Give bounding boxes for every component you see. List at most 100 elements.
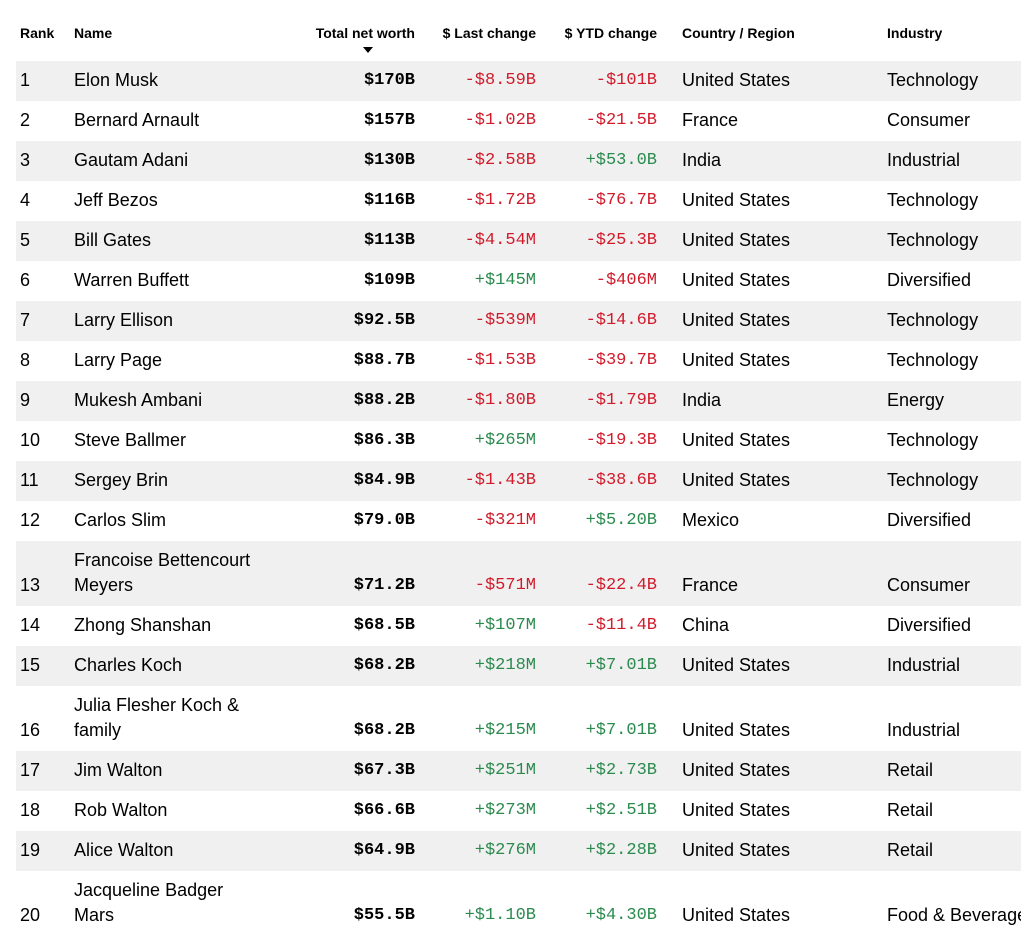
name: Jeff Bezos <box>74 190 158 210</box>
country: India <box>661 141 883 181</box>
rank: 1 <box>16 61 70 101</box>
country: United States <box>682 905 791 925</box>
name: Larry Page <box>74 350 163 370</box>
country: United States <box>661 61 883 101</box>
industry: Food & Beverage <box>887 905 1021 925</box>
ytd-change: -$21.5B <box>585 111 657 130</box>
rank: 9 <box>16 381 70 421</box>
ytd-change: -$101B <box>540 61 661 101</box>
country: United States <box>682 430 791 450</box>
name: Warren Buffett <box>74 270 190 290</box>
last-change: -$1.02B <box>464 111 536 130</box>
industry: Technology <box>887 430 979 450</box>
rank: 6 <box>20 270 31 290</box>
name: Zhong Shanshan <box>74 615 212 635</box>
rank: 7 <box>16 301 70 341</box>
net-worth: $86.3B <box>353 431 415 450</box>
rank: 17 <box>16 751 70 791</box>
table-row: 2 Bernard Arnault $157B -$1.02B -$21.5B Franc… <box>16 101 1021 141</box>
ytd-change: +$2.28B <box>540 831 661 871</box>
last-change: -$1.72B <box>464 191 536 210</box>
table-row: 11 Sergey Brin $84.9B -$1.43B -$38.6B United … <box>16 461 1021 501</box>
country: United States <box>682 800 791 820</box>
country: United States <box>661 751 883 791</box>
table-row: 4 Jeff Bezos $116B -$1.72B -$76.7B United Sta… <box>16 181 1021 221</box>
country: United States <box>682 350 791 370</box>
country: United States <box>661 301 883 341</box>
ytd-change: +$2.51B <box>585 801 657 820</box>
column-header[interactable]: $ YTD change <box>564 25 657 41</box>
column-header[interactable]: Rank <box>20 25 55 41</box>
net-worth: $68.5B <box>353 616 415 635</box>
table-row: 16 Julia Flesher Koch & family $68.2B +$215… <box>16 686 1021 751</box>
ytd-change: -$406M <box>595 271 657 290</box>
name: Jim Walton <box>70 751 290 791</box>
net-worth: $92.5B <box>290 301 419 341</box>
name: Sergey Brin <box>70 461 290 501</box>
industry: Retail <box>887 800 934 820</box>
last-change: -$2.58B <box>419 141 540 181</box>
ytd-change: +$5.20B <box>585 511 657 530</box>
last-change: -$1.80B <box>419 381 540 421</box>
rank: 19 <box>16 831 70 871</box>
table-row: 13 Francoise Bettencourt Meyers $71.2B -$57… <box>16 541 1021 606</box>
column-header[interactable]: Country / Region <box>682 25 795 41</box>
country: Mexico <box>682 510 740 530</box>
column-header[interactable]: Name <box>74 25 113 41</box>
rank: 5 <box>16 221 70 261</box>
last-change: -$1.53B <box>464 351 536 370</box>
last-change: +$273M <box>474 801 536 820</box>
rank: 16 <box>20 720 41 740</box>
name: Larry Ellison <box>70 301 290 341</box>
net-worth: $67.3B <box>290 751 419 791</box>
name: Gautam Adani <box>70 141 290 181</box>
name: Jacqueline Badger Mars <box>74 880 224 925</box>
name: Bill Gates <box>70 221 290 261</box>
rank: 12 <box>20 510 41 530</box>
column-header[interactable]: Total net worth <box>290 0 419 61</box>
column-header[interactable]: Industry <box>887 25 943 41</box>
net-worth: $170B <box>290 61 419 101</box>
last-change: +$1.10B <box>464 906 536 925</box>
ytd-change: +$7.01B <box>585 721 657 740</box>
table-row: 20 Jacqueline Badger Mars $55.5B +$1.10B +$4… <box>16 871 1021 936</box>
industry: Diversified <box>887 615 972 635</box>
rank: 14 <box>20 615 41 635</box>
country: India <box>661 381 883 421</box>
ytd-change: -$1.79B <box>540 381 661 421</box>
industry: Technology <box>883 461 1021 501</box>
industry: Consumer <box>883 541 1021 606</box>
last-change: -$1.43B <box>419 461 540 501</box>
net-worth: $64.9B <box>290 831 419 871</box>
net-worth: $71.2B <box>290 541 419 606</box>
rank: 10 <box>20 430 41 450</box>
net-worth: $68.2B <box>353 721 415 740</box>
net-worth: $88.7B <box>353 351 415 370</box>
ytd-change: -$22.4B <box>540 541 661 606</box>
ytd-change: -$19.3B <box>585 431 657 450</box>
country: France <box>661 541 883 606</box>
industry: Technology <box>883 301 1021 341</box>
table-row: 7 Larry Ellison $92.5B -$539M -$14.6B United … <box>16 301 1021 341</box>
last-change: +$251M <box>419 751 540 791</box>
last-change: -$571M <box>419 541 540 606</box>
rank: 8 <box>20 350 31 370</box>
table-row: 3 Gautam Adani $130B -$2.58B +$53.0B India Ind… <box>16 141 1021 181</box>
industry: Industrial <box>887 720 961 740</box>
last-change: -$539M <box>419 301 540 341</box>
table-row: 5 Bill Gates $113B -$4.54M -$25.3B United Sta… <box>16 221 1021 261</box>
rank: 4 <box>20 190 31 210</box>
name: Rob Walton <box>74 800 168 820</box>
country: United States <box>661 831 883 871</box>
industry: Technology <box>883 221 1021 261</box>
country: China <box>682 615 730 635</box>
name: Julia Flesher Koch & family <box>74 695 240 740</box>
net-worth: $79.0B <box>353 511 415 530</box>
country: United States <box>661 646 883 686</box>
last-change: +$145M <box>474 271 536 290</box>
last-change: +$218M <box>419 646 540 686</box>
industry: Industrial <box>883 141 1021 181</box>
net-worth: $157B <box>363 111 415 130</box>
column-header[interactable]: $ Last change <box>442 25 536 41</box>
rank: 11 <box>16 461 70 501</box>
